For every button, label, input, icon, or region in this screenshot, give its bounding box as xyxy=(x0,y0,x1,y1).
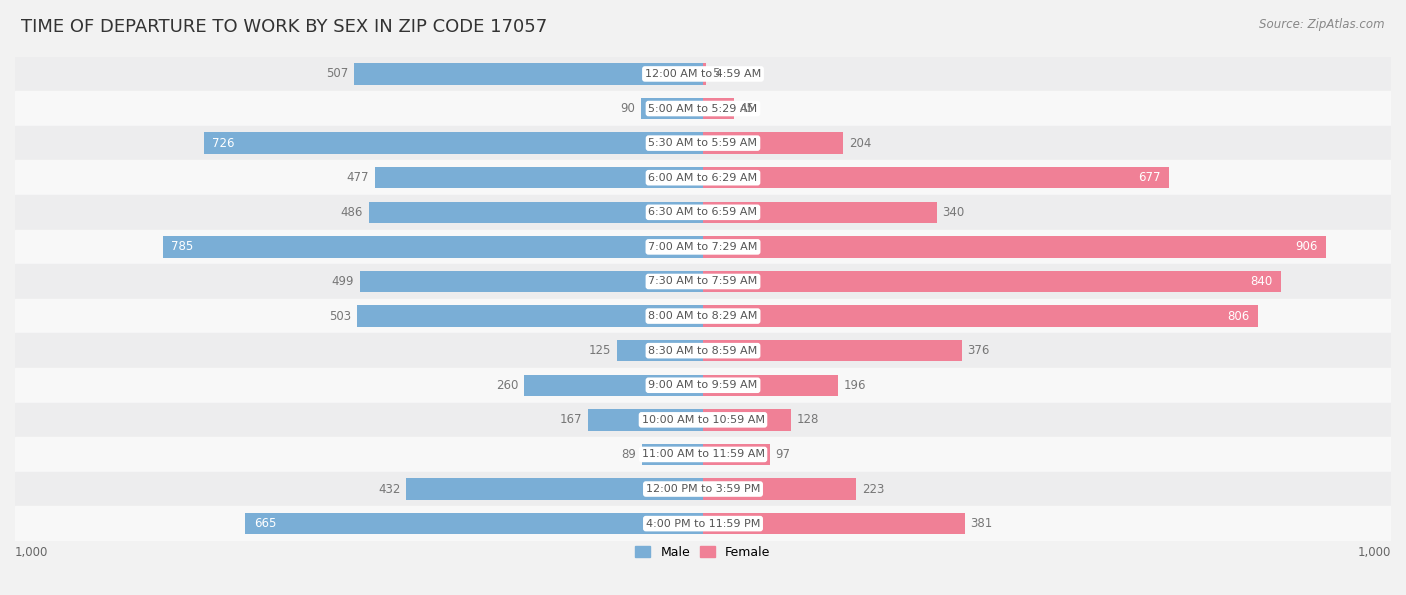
Bar xyxy=(703,478,856,500)
Bar xyxy=(703,305,1257,327)
Bar xyxy=(15,368,1391,403)
Bar xyxy=(641,444,703,465)
Bar xyxy=(15,195,1391,230)
Text: 376: 376 xyxy=(967,344,990,357)
Text: 167: 167 xyxy=(560,414,582,427)
Bar xyxy=(15,472,1391,506)
Bar xyxy=(588,409,703,431)
Bar xyxy=(375,167,703,189)
Bar xyxy=(703,340,962,361)
Bar xyxy=(703,409,792,431)
Text: 486: 486 xyxy=(340,206,363,219)
Bar xyxy=(15,57,1391,91)
Text: 665: 665 xyxy=(253,517,276,530)
Bar xyxy=(703,444,769,465)
Text: 340: 340 xyxy=(942,206,965,219)
Bar xyxy=(360,271,703,292)
Bar xyxy=(15,333,1391,368)
Bar xyxy=(354,63,703,84)
Text: TIME OF DEPARTURE TO WORK BY SEX IN ZIP CODE 17057: TIME OF DEPARTURE TO WORK BY SEX IN ZIP … xyxy=(21,18,547,36)
Text: 90: 90 xyxy=(620,102,636,115)
Text: 499: 499 xyxy=(332,275,354,288)
Bar xyxy=(703,133,844,154)
Text: 8:00 AM to 8:29 AM: 8:00 AM to 8:29 AM xyxy=(648,311,758,321)
Text: 125: 125 xyxy=(589,344,612,357)
Text: 432: 432 xyxy=(378,483,401,496)
Bar xyxy=(703,167,1168,189)
Bar xyxy=(357,305,703,327)
Bar xyxy=(163,236,703,258)
Text: 12:00 PM to 3:59 PM: 12:00 PM to 3:59 PM xyxy=(645,484,761,494)
Text: 503: 503 xyxy=(329,309,352,322)
Text: 6:00 AM to 6:29 AM: 6:00 AM to 6:29 AM xyxy=(648,173,758,183)
Text: 840: 840 xyxy=(1250,275,1272,288)
Bar xyxy=(15,506,1391,541)
Bar xyxy=(15,264,1391,299)
Text: 677: 677 xyxy=(1137,171,1160,184)
Text: 8:30 AM to 8:59 AM: 8:30 AM to 8:59 AM xyxy=(648,346,758,356)
Bar xyxy=(703,236,1326,258)
Bar xyxy=(15,126,1391,161)
Text: 7:00 AM to 7:29 AM: 7:00 AM to 7:29 AM xyxy=(648,242,758,252)
Bar xyxy=(703,271,1281,292)
Bar xyxy=(246,513,703,534)
Text: 7:30 AM to 7:59 AM: 7:30 AM to 7:59 AM xyxy=(648,277,758,286)
Text: 4:00 PM to 11:59 PM: 4:00 PM to 11:59 PM xyxy=(645,519,761,528)
Text: 12:00 AM to 4:59 AM: 12:00 AM to 4:59 AM xyxy=(645,69,761,79)
Text: 196: 196 xyxy=(844,379,866,392)
Bar xyxy=(15,437,1391,472)
Bar xyxy=(15,403,1391,437)
Text: 5:00 AM to 5:29 AM: 5:00 AM to 5:29 AM xyxy=(648,104,758,114)
Bar xyxy=(15,161,1391,195)
Bar xyxy=(703,374,838,396)
Text: 204: 204 xyxy=(849,137,872,149)
Text: 89: 89 xyxy=(621,448,637,461)
Text: 806: 806 xyxy=(1227,309,1250,322)
Text: 10:00 AM to 10:59 AM: 10:00 AM to 10:59 AM xyxy=(641,415,765,425)
Bar xyxy=(15,299,1391,333)
Text: 381: 381 xyxy=(970,517,993,530)
Text: 97: 97 xyxy=(775,448,790,461)
Text: 5: 5 xyxy=(711,67,720,80)
Bar xyxy=(703,202,936,223)
Text: 128: 128 xyxy=(797,414,818,427)
Bar xyxy=(15,91,1391,126)
Text: 45: 45 xyxy=(740,102,755,115)
Bar xyxy=(204,133,703,154)
Bar xyxy=(703,513,965,534)
Text: 1,000: 1,000 xyxy=(1358,546,1391,559)
Bar xyxy=(703,63,706,84)
Text: 1,000: 1,000 xyxy=(15,546,48,559)
Bar xyxy=(524,374,703,396)
Text: 477: 477 xyxy=(347,171,370,184)
Bar xyxy=(15,230,1391,264)
Text: 906: 906 xyxy=(1296,240,1317,253)
Bar xyxy=(641,98,703,119)
Text: 5:30 AM to 5:59 AM: 5:30 AM to 5:59 AM xyxy=(648,138,758,148)
Text: Source: ZipAtlas.com: Source: ZipAtlas.com xyxy=(1260,18,1385,31)
Bar xyxy=(617,340,703,361)
Text: 507: 507 xyxy=(326,67,349,80)
Bar xyxy=(703,98,734,119)
Bar xyxy=(406,478,703,500)
Text: 785: 785 xyxy=(172,240,194,253)
Text: 11:00 AM to 11:59 AM: 11:00 AM to 11:59 AM xyxy=(641,449,765,459)
Text: 260: 260 xyxy=(496,379,519,392)
Text: 726: 726 xyxy=(212,137,235,149)
Text: 223: 223 xyxy=(862,483,884,496)
Legend: Male, Female: Male, Female xyxy=(630,541,776,563)
Bar xyxy=(368,202,703,223)
Text: 6:30 AM to 6:59 AM: 6:30 AM to 6:59 AM xyxy=(648,207,758,217)
Text: 9:00 AM to 9:59 AM: 9:00 AM to 9:59 AM xyxy=(648,380,758,390)
